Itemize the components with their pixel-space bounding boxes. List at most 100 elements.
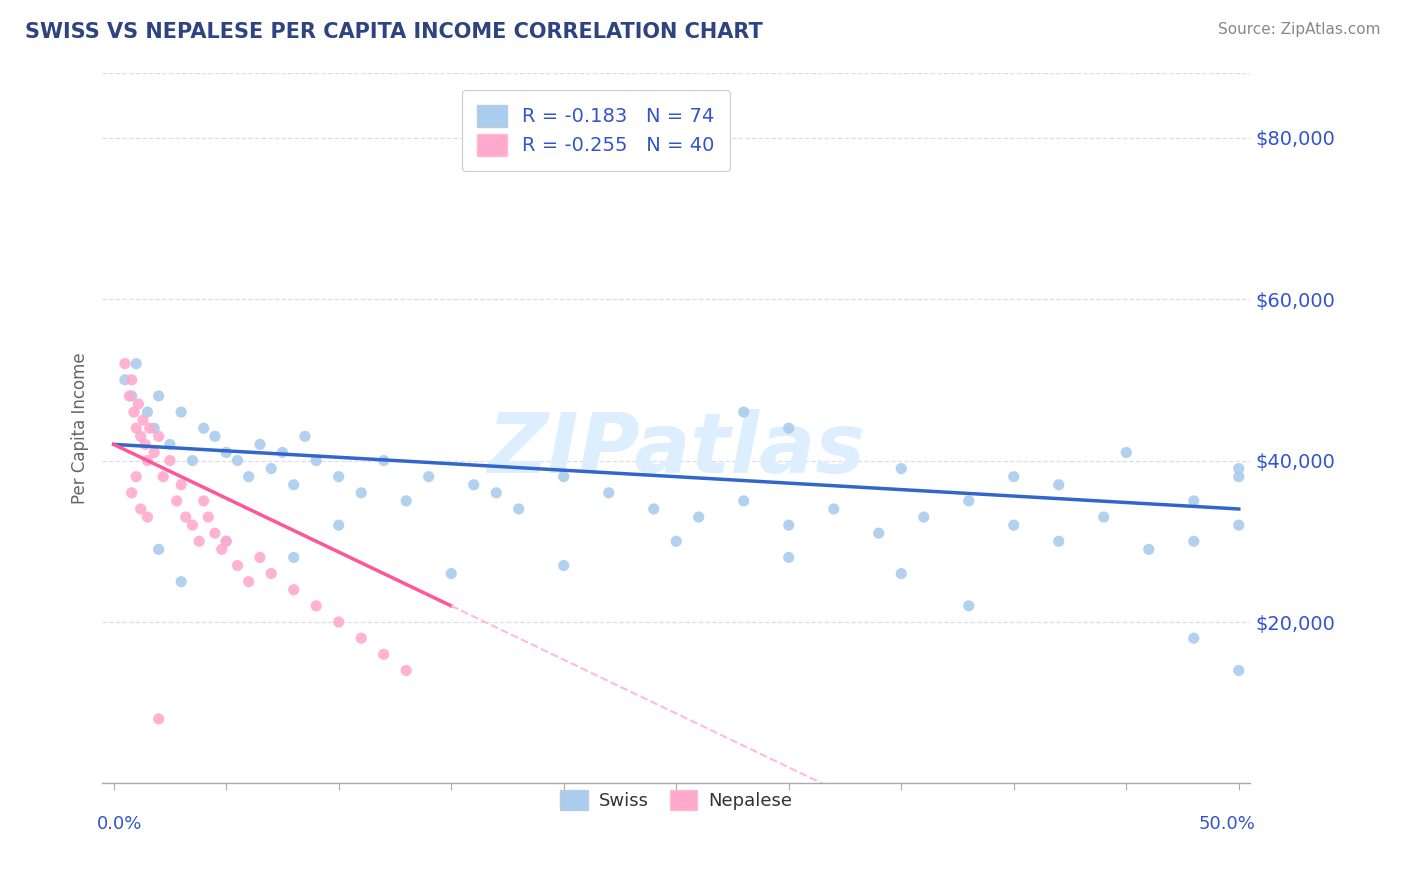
Point [129, 429, 152, 443]
Point [1227, 518, 1250, 533]
Point [166, 494, 188, 508]
Point [643, 502, 665, 516]
Point [170, 477, 193, 491]
Point [778, 550, 800, 565]
Point [197, 510, 219, 524]
Point [957, 494, 980, 508]
Point [598, 485, 620, 500]
Point [1047, 477, 1070, 491]
Point [215, 534, 238, 549]
Point [125, 421, 148, 435]
Point [260, 566, 283, 581]
Text: 50.0%: 50.0% [1199, 815, 1256, 833]
Point [1340, 599, 1362, 613]
Point [170, 574, 193, 589]
Point [134, 437, 156, 451]
Point [350, 631, 373, 645]
Point [170, 405, 193, 419]
Point [1182, 631, 1205, 645]
Point [1002, 518, 1025, 533]
Point [294, 429, 316, 443]
Point [1137, 542, 1160, 557]
Point [188, 534, 211, 549]
Point [1340, 308, 1362, 322]
Point [350, 485, 373, 500]
Point [328, 469, 350, 483]
Point [418, 469, 440, 483]
Point [138, 421, 160, 435]
Point [1227, 461, 1250, 475]
Point [778, 421, 800, 435]
Point [957, 599, 980, 613]
Point [1047, 534, 1070, 549]
Point [127, 397, 149, 411]
Point [181, 518, 204, 533]
Point [249, 550, 271, 565]
Point [1227, 469, 1250, 483]
Point [373, 453, 395, 467]
Point [890, 461, 912, 475]
Legend: Swiss, Nepalese: Swiss, Nepalese [553, 783, 799, 817]
Point [136, 405, 159, 419]
Point [733, 405, 755, 419]
Text: 0.0%: 0.0% [97, 815, 142, 833]
Point [283, 582, 305, 597]
Point [890, 566, 912, 581]
Point [148, 429, 170, 443]
Point [193, 421, 215, 435]
Point [283, 550, 305, 565]
Point [778, 518, 800, 533]
Point [148, 542, 170, 557]
Point [508, 502, 530, 516]
Text: ZIPatlas: ZIPatlas [488, 409, 865, 490]
Point [823, 502, 845, 516]
Text: SWISS VS NEPALESE PER CAPITA INCOME CORRELATION CHART: SWISS VS NEPALESE PER CAPITA INCOME CORR… [25, 22, 763, 42]
Point [215, 445, 238, 459]
Point [328, 615, 350, 629]
Point [121, 389, 143, 403]
Point [181, 453, 204, 467]
Point [238, 469, 260, 483]
Point [1182, 494, 1205, 508]
Point [174, 510, 197, 524]
Point [211, 542, 233, 557]
Point [159, 437, 181, 451]
Point [733, 494, 755, 508]
Point [1182, 534, 1205, 549]
Point [118, 389, 141, 403]
Point [129, 502, 152, 516]
Point [143, 421, 166, 435]
Point [271, 445, 294, 459]
Point [373, 648, 395, 662]
Point [395, 664, 418, 678]
Point [114, 357, 136, 371]
Point [204, 526, 226, 541]
Point [148, 712, 170, 726]
Point [121, 485, 143, 500]
Point [1227, 664, 1250, 678]
Point [1115, 445, 1137, 459]
Point [193, 494, 215, 508]
Text: Source: ZipAtlas.com: Source: ZipAtlas.com [1218, 22, 1381, 37]
Point [159, 453, 181, 467]
Y-axis label: Per Capita Income: Per Capita Income [72, 352, 89, 504]
Point [215, 534, 238, 549]
Point [122, 405, 145, 419]
Point [114, 373, 136, 387]
Point [553, 469, 575, 483]
Point [485, 485, 508, 500]
Point [204, 429, 226, 443]
Point [688, 510, 710, 524]
Point [440, 566, 463, 581]
Point [226, 558, 249, 573]
Point [121, 373, 143, 387]
Point [305, 599, 328, 613]
Point [260, 461, 283, 475]
Point [328, 518, 350, 533]
Point [136, 453, 159, 467]
Point [143, 445, 166, 459]
Point [665, 534, 688, 549]
Point [395, 494, 418, 508]
Point [868, 526, 890, 541]
Point [305, 453, 328, 467]
